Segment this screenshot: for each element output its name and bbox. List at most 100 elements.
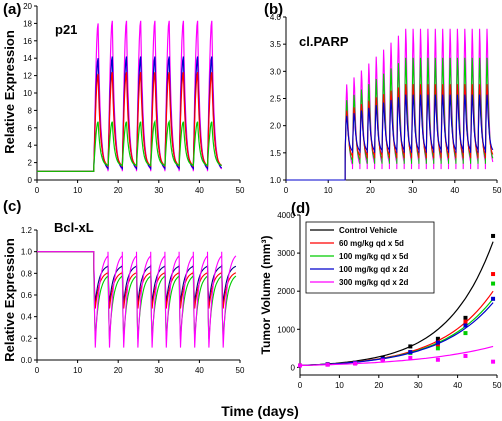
y-tick-label: 1.0: [21, 248, 33, 257]
data-point: [463, 323, 468, 328]
data-point: [491, 281, 496, 286]
data-point: [408, 355, 413, 360]
y-axis-title: Tumor Volume (mm³): [259, 236, 273, 355]
data-point: [491, 233, 496, 238]
data-point: [463, 331, 468, 336]
legend-label: Control Vehicle: [339, 226, 398, 235]
x-tick-label: 0: [35, 186, 40, 195]
x-tick-label: 40: [453, 381, 462, 390]
y-tick-label: 2.0: [270, 122, 282, 131]
data-point: [463, 319, 468, 324]
series-line: [37, 71, 223, 172]
fit-curve: [299, 302, 494, 367]
data-point: [408, 344, 413, 349]
x-tick-label: 10: [73, 186, 82, 195]
data-point: [325, 362, 330, 367]
data-point: [298, 363, 302, 368]
x-tick-label: 30: [154, 366, 163, 375]
y-tick-label: 1.5: [270, 149, 282, 158]
y-tick-label: 0.0: [21, 356, 33, 365]
x-tick-label: 0: [284, 186, 289, 195]
data-point: [491, 272, 496, 277]
data-point: [380, 358, 385, 363]
fit-curve: [299, 345, 494, 367]
x-tick-label: 20: [114, 186, 123, 195]
x-tick-label: 10: [335, 381, 344, 390]
y-tick-label: 4: [28, 141, 33, 150]
panel-label: (a): [3, 1, 21, 18]
data-point: [353, 361, 358, 366]
y-tick-label: 2000: [277, 287, 295, 296]
series-line: [37, 119, 222, 172]
y-tick-label: 2.5: [270, 95, 282, 104]
data-point: [491, 296, 496, 301]
y-tick-label: 0.2: [21, 334, 33, 343]
data-point: [491, 359, 496, 364]
x-tick-label: 30: [408, 186, 417, 195]
y-tick-label: 14: [23, 54, 32, 63]
y-tick-label: 1.2: [21, 226, 33, 235]
x-tick-label: 40: [195, 186, 204, 195]
legend-box: [305, 221, 435, 294]
y-tick-label: 18: [23, 19, 32, 28]
series-line: [37, 251, 237, 348]
y-tick-label: 0.4: [21, 313, 33, 322]
panel-label: (c): [3, 198, 21, 215]
y-tick-label: 3.0: [270, 67, 282, 76]
panel-title: p21: [55, 22, 77, 37]
y-tick-label: 2: [28, 159, 33, 168]
panel-title: cl.PARP: [299, 34, 349, 49]
series-line: [286, 94, 494, 181]
y-tick-label: 20: [23, 2, 32, 11]
y-tick-label: 0: [291, 363, 296, 372]
y-tick-label: 4000: [277, 211, 295, 220]
panel-label: (d): [291, 200, 310, 217]
y-tick-label: 16: [23, 37, 32, 46]
data-point: [435, 340, 440, 345]
x-tick-label: 30: [414, 381, 423, 390]
data-point: [435, 346, 440, 351]
x-tick-label: 50: [493, 186, 502, 195]
panel-title: Bcl-xL: [54, 220, 94, 235]
panel-label: (b): [264, 1, 283, 18]
series-line: [286, 57, 494, 181]
legend-label: 300 mg/kg qd x 2d: [339, 278, 408, 287]
y-tick-label: 4.0: [270, 13, 282, 22]
x-tick-label: 20: [374, 381, 383, 390]
panel-b: 0 10 20 30 40 50 1.0 1.5 2.0 2.5 3.0 3.5 4.0(b) cl.PA…: [264, 1, 502, 195]
legend-label: 60 mg/kg qd x 5d: [339, 239, 404, 248]
panel-d: 0 10 20 30 40 50 0 1000 2000 3000 4000(d) Tumor Vol…: [259, 200, 502, 390]
legend-label: 100 mg/kg qd x 2d: [339, 265, 408, 274]
y-tick-label: 1.0: [270, 176, 282, 185]
legend-label: 100 mg/kg qd x 5d: [339, 252, 408, 261]
y-tick-label: 3000: [277, 249, 295, 258]
data-point: [408, 350, 413, 355]
x-tick-label: 10: [73, 366, 82, 375]
series-line: [37, 251, 237, 309]
x-tick-label: 20: [114, 366, 123, 375]
x-tick-label: 50: [236, 366, 245, 375]
x-tick-label: 50: [236, 186, 245, 195]
data-point: [435, 357, 440, 362]
y-tick-label: 0.6: [21, 291, 33, 300]
x-tick-label: 0: [35, 366, 40, 375]
ylabel-bottom: Relative Expression: [2, 238, 17, 362]
xlabel-bottom: Time (days): [221, 403, 299, 419]
x-tick-label: 40: [195, 366, 204, 375]
x-tick-label: 40: [450, 186, 459, 195]
y-tick-label: 0: [28, 176, 33, 185]
y-tick-label: 3.5: [270, 40, 282, 49]
y-tick-label: 10: [23, 89, 32, 98]
data-point: [435, 336, 440, 341]
y-tick-label: 12: [23, 72, 32, 81]
y-tick-label: 0.8: [21, 269, 33, 278]
y-tick-label: 6: [28, 124, 33, 133]
panel-c: 0 10 20 30 40 50 0.0 0.2 0.4 0.6 0.8 1.0 1.2 (c) Bcl-x…: [3, 198, 245, 375]
x-tick-label: 0: [298, 381, 303, 390]
x-tick-label: 20: [366, 186, 375, 195]
x-tick-label: 50: [493, 381, 502, 390]
y-tick-label: 1000: [277, 325, 295, 334]
data-point: [463, 315, 468, 320]
